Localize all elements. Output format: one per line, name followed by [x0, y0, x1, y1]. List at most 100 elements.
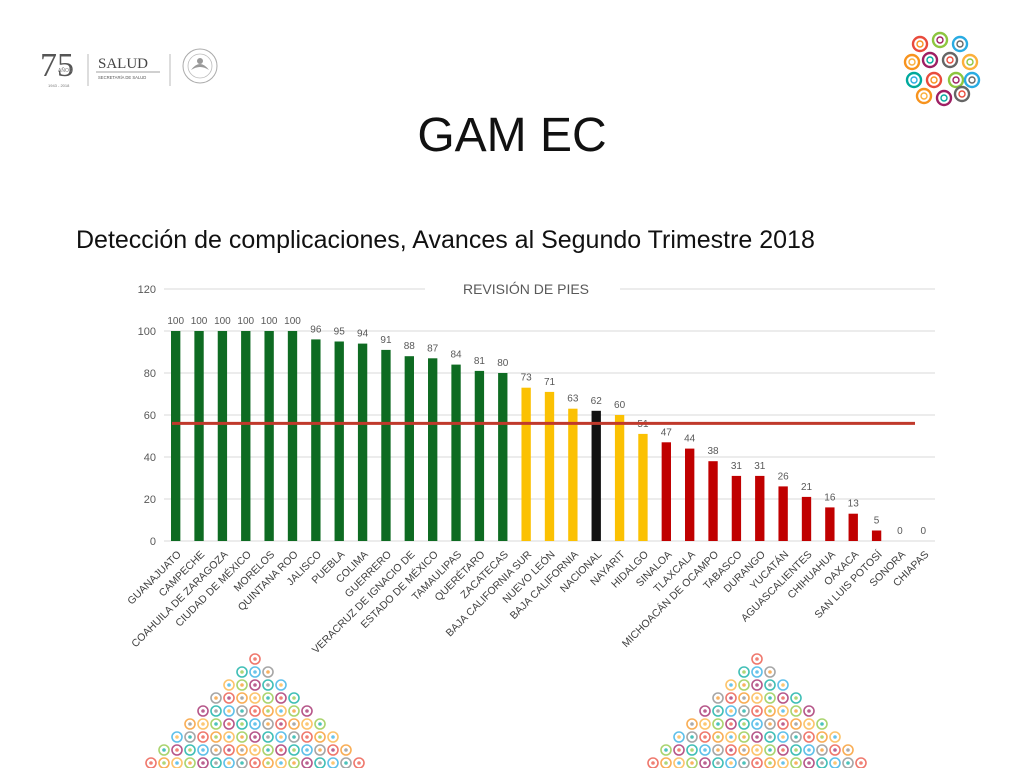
pattern-dot-core [677, 735, 681, 739]
pattern-dot-core [807, 761, 811, 765]
pattern-dot [327, 744, 339, 756]
pattern-dot-core [755, 735, 759, 739]
bar [568, 408, 578, 541]
pattern-dot-core [318, 735, 322, 739]
pattern-dot [275, 757, 287, 768]
pattern-dot-core [729, 722, 733, 726]
pattern-dot [184, 718, 196, 730]
pattern-dot [686, 731, 698, 743]
pattern-dot-core [279, 761, 283, 765]
pattern-dot-core [794, 761, 798, 765]
pattern-dot-core [188, 722, 192, 726]
pattern-dot-core [781, 748, 785, 752]
data-label: 100 [214, 316, 231, 327]
pattern-dot [249, 679, 261, 691]
pattern-dot-core [781, 761, 785, 765]
y-tick-label: 80 [144, 368, 156, 380]
pattern-dot-core [755, 683, 759, 687]
pattern-dot [790, 731, 802, 743]
pattern-dot-core [716, 722, 720, 726]
pattern-dot-core [227, 683, 231, 687]
pattern-dot-core [266, 722, 270, 726]
pattern-dot [262, 705, 274, 717]
pattern-dot-core [846, 761, 850, 765]
pattern-dot [738, 666, 750, 678]
pattern-dot-core [305, 761, 309, 765]
logo-ring-inner [966, 58, 974, 66]
pattern-dot [738, 679, 750, 691]
bar [685, 448, 695, 541]
pattern-dot [816, 757, 828, 768]
pattern-dot [301, 705, 313, 717]
pattern-dot [236, 692, 248, 704]
pattern-dot-core [664, 761, 668, 765]
y-tick-label: 20 [144, 494, 156, 506]
bar [334, 341, 344, 541]
pattern-dot-core [279, 748, 283, 752]
pattern-dot-core [729, 683, 733, 687]
pattern-dot-core [729, 709, 733, 713]
pattern-dot-core [292, 735, 296, 739]
logo-ring-inner [958, 90, 966, 98]
logo-ring-inner [936, 36, 944, 44]
data-label: 100 [237, 316, 254, 327]
pattern-dot [223, 718, 235, 730]
data-label: 31 [731, 461, 743, 472]
pattern-dot [145, 757, 157, 768]
pattern-dot [184, 744, 196, 756]
bar [311, 339, 321, 541]
pattern-dot-core [253, 735, 257, 739]
pattern-dot [210, 757, 222, 768]
pattern-dot [262, 679, 274, 691]
data-label: 91 [380, 335, 392, 346]
pattern-dot [725, 705, 737, 717]
pattern-dot [223, 757, 235, 768]
pattern-dot [340, 744, 352, 756]
pattern-dot [712, 705, 724, 717]
data-label: 88 [404, 341, 416, 352]
pattern-dot [288, 731, 300, 743]
pattern-dot-core [703, 748, 707, 752]
pattern-dot-core [729, 748, 733, 752]
pattern-dot [803, 731, 815, 743]
pattern-dot [314, 744, 326, 756]
bar-chart: 100 100 100 100 100 100 96 95 94 91 88 87 84 81 80 73 71… [125, 281, 935, 656]
data-label: 38 [707, 446, 719, 457]
pattern-dot-core [833, 748, 837, 752]
pattern-dot-core [755, 761, 759, 765]
pattern-dot-core [253, 683, 257, 687]
pattern-dot [210, 744, 222, 756]
bar [428, 358, 438, 541]
pattern-dot [738, 731, 750, 743]
pattern-dot-core [162, 748, 166, 752]
pattern-dot-core [227, 761, 231, 765]
logo-ring-inner [910, 76, 918, 84]
pattern-dot-core [833, 761, 837, 765]
bar [614, 415, 625, 541]
pattern-dot [236, 744, 248, 756]
data-label: 87 [427, 343, 439, 354]
pattern-dot [790, 705, 802, 717]
pattern-dot [751, 653, 763, 665]
pattern-dot-core [240, 722, 244, 726]
pattern-dot-core [162, 761, 166, 765]
pattern-dot [158, 757, 170, 768]
logo-ring [953, 85, 971, 103]
data-label: 71 [544, 377, 556, 388]
pattern-dot-core [677, 748, 681, 752]
pattern-dot-core [201, 735, 205, 739]
pattern-dot-core [240, 748, 244, 752]
pattern-dot-core [742, 722, 746, 726]
pattern-dot-core [820, 735, 824, 739]
data-label: 0 [897, 526, 903, 537]
pattern-dot-core [240, 761, 244, 765]
pattern-dot [751, 692, 763, 704]
pattern-dot [712, 731, 724, 743]
pattern-dot [249, 705, 261, 717]
pattern-dot-core [175, 761, 179, 765]
logo-ring [903, 53, 921, 71]
pattern-dot [184, 757, 196, 768]
pattern-dot [262, 744, 274, 756]
pattern-dot [210, 692, 222, 704]
pattern-dot [855, 757, 867, 768]
